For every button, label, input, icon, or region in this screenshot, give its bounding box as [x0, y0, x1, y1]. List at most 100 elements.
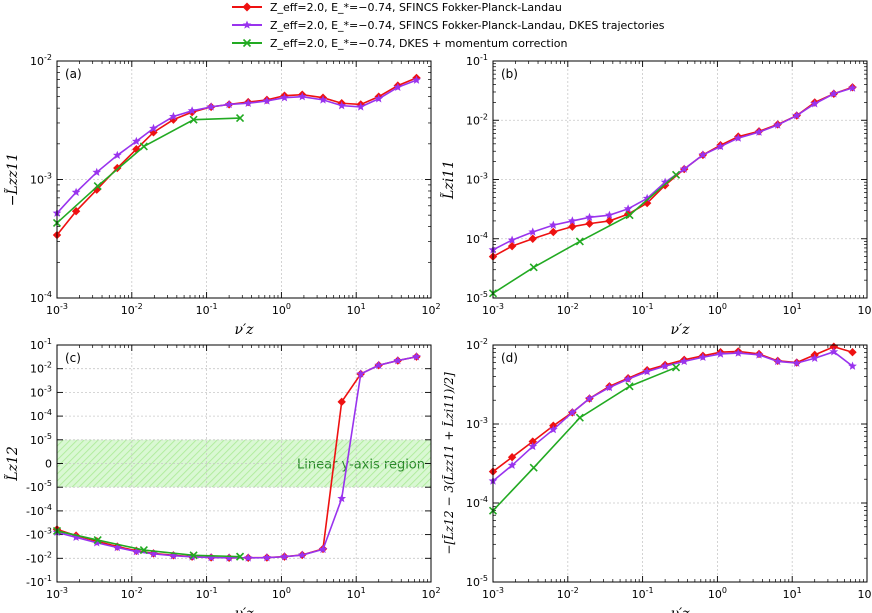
y-tick-label: 10-4 [466, 231, 488, 246]
data-point [235, 552, 245, 561]
data-point [549, 227, 558, 237]
y-tick-label: 10-4 [30, 408, 52, 423]
y-tick-label: 10-2 [30, 361, 52, 376]
data-point [698, 352, 708, 361]
data-point [187, 106, 197, 115]
data-point [206, 102, 216, 111]
legend-item-dkes-momentum: Z_eff=2.0, E_*=−0.74, DKES + momentum co… [232, 37, 567, 50]
data-point [92, 538, 102, 547]
data-point [262, 96, 272, 105]
x-tick-label: 10-1 [196, 586, 218, 601]
data-point [810, 353, 820, 362]
data-point [642, 367, 652, 376]
data-point [356, 102, 366, 111]
plot-frame [492, 60, 868, 299]
data-point [567, 216, 577, 225]
x-tick-label: 10-3 [482, 586, 504, 601]
data-point [528, 441, 538, 451]
data-point [529, 263, 538, 272]
y-tick-label: 10-4 [30, 290, 52, 305]
data-point [671, 363, 681, 372]
data-point [374, 94, 384, 103]
y-tick-label: 10-3 [466, 416, 488, 431]
legend: Z_eff=2.0, E_*=−0.74, SFINCS Fokker-Plan… [232, 1, 665, 50]
panel-tag: (d) [501, 351, 518, 365]
data-point [71, 207, 81, 216]
data-point [92, 167, 102, 177]
panel-b: 10-3 10-2 10-1 100 101 102 10-5 10-4 10-3 10-2 10-… [439, 53, 872, 338]
x-tick-label: 10-3 [482, 302, 504, 317]
series-line [492, 174, 677, 294]
data-point [262, 553, 272, 562]
data-point [297, 92, 307, 101]
x-tick-label: 102 [857, 302, 872, 317]
data-point [337, 493, 347, 503]
y-axis-label: −[L̃z12 − 3(L̃zz11 + L̃zi11)/2] [441, 372, 456, 555]
data-point [585, 219, 594, 228]
x-tick-label: 102 [421, 586, 440, 601]
data-point [754, 350, 764, 359]
panel-c: Linear y-axis region 10-3 10-2 10-1 100 101 10… [3, 337, 440, 613]
data-point [575, 413, 584, 422]
y-tick-label: -10-1 [26, 574, 52, 589]
x-tick-label: 101 [783, 586, 802, 601]
data-point [297, 550, 307, 559]
y-tick-label: 10-3 [30, 384, 52, 399]
y-tick-label: 10-5 [30, 432, 52, 447]
y-axis-label: L̃z12 [3, 446, 21, 482]
x-tick-label: 101 [783, 302, 802, 317]
data-point [206, 552, 216, 562]
x-tick-label: 10-1 [632, 302, 654, 317]
x-tick-label: 10-2 [557, 586, 579, 601]
x-tick-label: 10-1 [632, 586, 654, 601]
x-tick-label: 10-3 [46, 586, 68, 601]
y-tick-label: -10-2 [26, 550, 52, 565]
x-tick-label: 10-2 [121, 586, 143, 601]
grid [492, 60, 868, 299]
data-point [507, 241, 517, 251]
series-group [52, 352, 421, 562]
data-point [698, 150, 708, 159]
data-point [625, 211, 634, 220]
y-tick-label: 10-1 [466, 53, 488, 68]
y-tick-label: 10-4 [466, 495, 488, 510]
legend-label-dkes-momentum: Z_eff=2.0, E_*=−0.74, DKES + momentum co… [270, 37, 567, 50]
data-point [642, 198, 652, 208]
data-point [189, 115, 198, 124]
data-point [623, 374, 633, 383]
data-point [356, 369, 366, 378]
data-point [337, 101, 347, 110]
data-point [585, 393, 594, 403]
data-point [829, 347, 839, 356]
x-tick-label: 100 [708, 586, 727, 601]
x-tick-label: 101 [347, 586, 366, 601]
data-point [754, 127, 764, 136]
y-tick-label: 10-3 [466, 172, 488, 187]
legend-item-fpl-dkes-traj: Z_eff=2.0, E_*=−0.74, SFINCS Fokker-Plan… [232, 19, 665, 32]
plot-frame [56, 60, 432, 299]
data-point [575, 237, 584, 246]
x-tick-label: 102 [421, 302, 440, 317]
panel-a: 10-3 10-2 10-1 100 101 10210-410-310-2(a)ν′z−… [3, 53, 440, 338]
data-point [623, 204, 633, 213]
data-point [139, 546, 148, 555]
data-point [529, 463, 538, 472]
data-point [625, 382, 634, 391]
x-axis-label: ν′z [234, 606, 254, 613]
data-point [829, 89, 839, 98]
data-point [716, 141, 725, 151]
data-point [773, 120, 783, 129]
data-point [548, 220, 558, 229]
data-point [169, 551, 178, 560]
data-point [568, 222, 577, 231]
data-point [393, 355, 403, 365]
series-line [56, 77, 417, 236]
linear-region-annotation: Linear y-axis region [297, 458, 425, 473]
data-point [112, 150, 122, 160]
series-group [488, 83, 857, 298]
x-tick-label: 100 [708, 302, 727, 317]
grid [492, 344, 868, 583]
data-point [374, 360, 384, 369]
plot-frame [56, 344, 432, 583]
